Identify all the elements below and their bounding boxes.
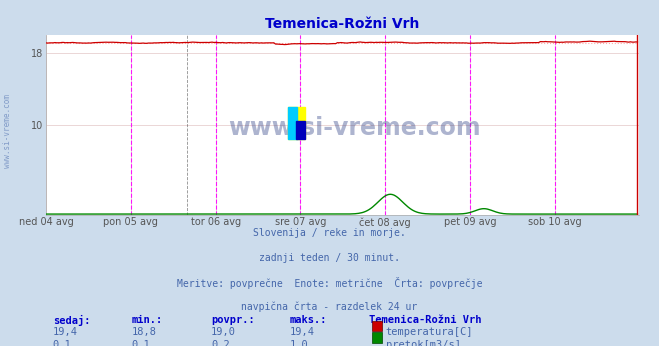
Bar	[296, 121, 304, 139]
Text: zadnji teden / 30 minut.: zadnji teden / 30 minut.	[259, 253, 400, 263]
Text: maks.:: maks.:	[290, 315, 328, 325]
Text: 19,0: 19,0	[211, 327, 236, 337]
Text: navpična črta - razdelek 24 ur: navpična črta - razdelek 24 ur	[241, 301, 418, 311]
Text: pretok[m3/s]: pretok[m3/s]	[386, 340, 461, 346]
Text: www.si-vreme.com: www.si-vreme.com	[3, 94, 13, 169]
Text: Meritve: povprečne  Enote: metrične  Črta: povprečje: Meritve: povprečne Enote: metrične Črta:…	[177, 277, 482, 289]
Bar	[288, 107, 304, 139]
Text: 19,4: 19,4	[290, 327, 315, 337]
Text: 0,1: 0,1	[132, 340, 150, 346]
Text: Slovenija / reke in morje.: Slovenija / reke in morje.	[253, 228, 406, 238]
Text: Temenica-Rožni Vrh: Temenica-Rožni Vrh	[369, 315, 482, 325]
Text: 1,0: 1,0	[290, 340, 308, 346]
Text: 0,2: 0,2	[211, 340, 229, 346]
Text: povpr.:: povpr.:	[211, 315, 254, 325]
Title: Temenica-Rožni Vrh: Temenica-Rožni Vrh	[266, 17, 420, 31]
Text: sedaj:: sedaj:	[53, 315, 90, 326]
Text: www.si-vreme.com: www.si-vreme.com	[228, 116, 481, 140]
Text: 19,4: 19,4	[53, 327, 78, 337]
Text: temperatura[C]: temperatura[C]	[386, 327, 473, 337]
Text: min.:: min.:	[132, 315, 163, 325]
Bar	[288, 107, 297, 139]
Text: 0,1: 0,1	[53, 340, 71, 346]
Text: 18,8: 18,8	[132, 327, 157, 337]
